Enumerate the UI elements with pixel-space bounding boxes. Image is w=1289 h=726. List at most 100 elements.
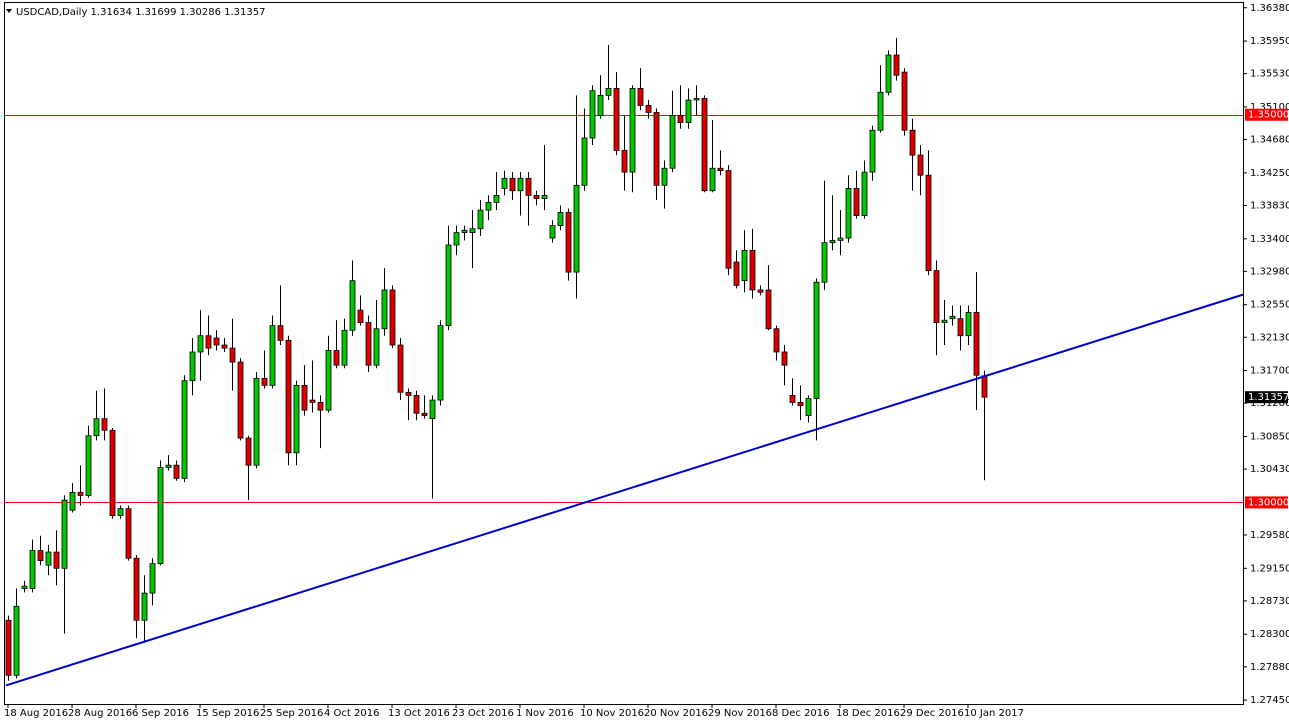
candle-body [93,418,100,437]
price-label: 1.31357 [1248,392,1289,403]
x-tick-label: 10 Jan 2017 [964,708,1024,719]
y-tick-label: 1.36380 [1250,3,1289,14]
candle-body [413,395,420,414]
candle-body [605,87,612,96]
candle-body [301,384,308,411]
x-tick-label: 29 Dec 2016 [900,708,964,719]
candle-body [637,87,644,106]
level-label: 1.30000 [1248,497,1289,508]
candle-body [13,605,20,676]
candle-body [229,347,236,363]
x-tick-label: 18 Aug 2016 [4,708,68,719]
x-tick-label: 28 Aug 2016 [68,708,132,719]
candle-body [813,281,820,399]
candle-body [333,350,340,366]
candle-body [269,325,276,386]
candle-body [429,399,436,420]
candle-body [485,201,492,211]
y-tick-label: 1.30850 [1250,432,1289,443]
candle-body [981,375,988,398]
x-tick-label: 25 Sep 2016 [260,708,323,719]
y-tick-label: 1.29580 [1250,530,1289,541]
candle-body [341,329,348,366]
candle-body [221,344,228,349]
y-tick-label: 1.35950 [1250,36,1289,47]
x-tick-label: 23 Oct 2016 [452,708,514,719]
candle-body [805,398,812,416]
candle-body [181,380,188,479]
candle-body [925,174,932,271]
candle-body [973,312,980,376]
candle-body [245,437,252,466]
candle-body [789,395,796,403]
candle-body [173,464,180,479]
x-tick-label: 1 Nov 2016 [516,708,574,719]
candle-body [373,328,380,366]
candle-body [357,309,364,323]
y-tick-label: 1.28730 [1250,596,1289,607]
candle-body [837,237,844,241]
candle-body [781,351,788,366]
candle-body [621,150,628,173]
x-tick-label: 13 Oct 2016 [388,708,450,719]
candle-body [965,312,972,337]
candle-body [381,289,388,330]
candle-body [101,418,108,431]
y-tick-label: 1.27880 [1250,662,1289,673]
candle-body [477,209,484,230]
candle-body [205,335,212,349]
candle-body [757,289,764,293]
candle-body [733,261,740,286]
candle-body [37,550,44,561]
trendline [5,293,1244,687]
candle-body [909,129,916,156]
candle-body [197,335,204,353]
x-tick-label: 29 Nov 2016 [708,708,772,719]
x-tick-label: 6 Sep 2016 [132,708,189,719]
candle-body [941,319,948,323]
candle-body [293,384,300,454]
candle-body [69,491,76,511]
candle-body [77,491,84,496]
candle-body [549,225,556,239]
candle-body [21,585,28,589]
candle-body [285,339,292,454]
candle-body [237,361,244,439]
y-tick-label: 1.34250 [1250,168,1289,179]
candle-body [685,99,692,123]
y-tick-label: 1.33830 [1250,200,1289,211]
candle-body [741,250,748,282]
candle-body [189,351,196,382]
candle-body [29,550,36,589]
candle-body [253,377,260,466]
candle-body [461,229,468,233]
candle-body [565,212,572,273]
candle-body [61,499,68,569]
candle-body [349,280,356,331]
candle-body [669,115,676,169]
y-tick-label: 1.31700 [1250,366,1289,377]
candle-body [901,71,908,131]
candle-body [165,464,172,468]
candle-body [629,87,636,173]
candle-body [117,508,124,516]
y-tick-label: 1.32550 [1250,300,1289,311]
x-tick-label: 10 Nov 2016 [580,708,644,719]
candle-body [533,194,540,199]
candle-body [541,194,548,199]
candle-body [5,619,12,676]
candle-body [525,177,532,196]
y-tick-label: 1.32980 [1250,266,1289,277]
candle-body [389,289,396,346]
candle-body [589,90,596,139]
candle-body [421,412,428,416]
candle-body [141,592,148,621]
y-tick-label: 1.31280 [1250,398,1289,409]
y-tick-label: 1.30430 [1250,464,1289,475]
candle-body [957,318,964,337]
menu-triangle[interactable] [6,9,12,13]
level-label-box [1245,108,1288,121]
candle-body [917,154,924,176]
candle-body [885,54,892,93]
